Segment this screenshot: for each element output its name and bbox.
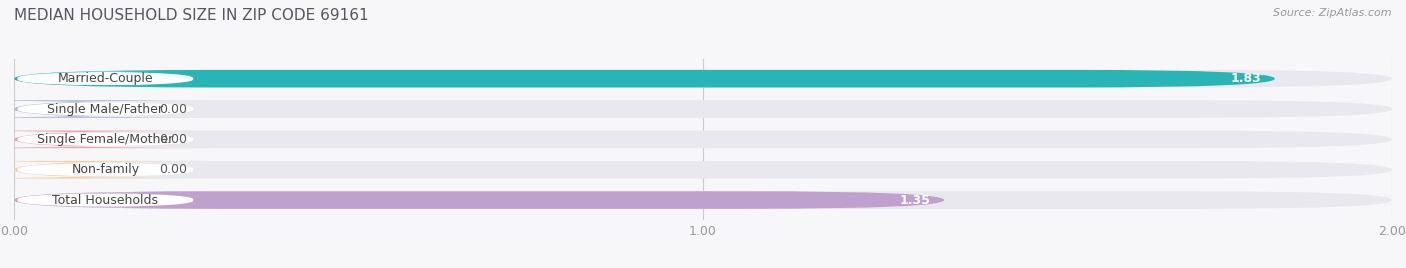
FancyBboxPatch shape (14, 100, 1392, 118)
Text: Single Female/Mother: Single Female/Mother (37, 133, 173, 146)
FancyBboxPatch shape (17, 132, 193, 147)
Text: Married-Couple: Married-Couple (58, 72, 153, 85)
FancyBboxPatch shape (0, 100, 214, 118)
FancyBboxPatch shape (17, 72, 193, 86)
FancyBboxPatch shape (14, 161, 1392, 178)
FancyBboxPatch shape (14, 70, 1275, 87)
FancyBboxPatch shape (14, 131, 1392, 148)
Text: 0.00: 0.00 (159, 133, 187, 146)
FancyBboxPatch shape (17, 102, 193, 116)
Text: Non-family: Non-family (72, 163, 139, 176)
FancyBboxPatch shape (14, 191, 1392, 209)
FancyBboxPatch shape (14, 191, 945, 209)
Text: Single Male/Father: Single Male/Father (48, 103, 163, 116)
FancyBboxPatch shape (0, 131, 214, 148)
FancyBboxPatch shape (14, 70, 1392, 87)
Text: Source: ZipAtlas.com: Source: ZipAtlas.com (1274, 8, 1392, 18)
Text: 1.83: 1.83 (1230, 72, 1261, 85)
Text: 1.35: 1.35 (900, 193, 931, 207)
Text: 0.00: 0.00 (159, 103, 187, 116)
Text: MEDIAN HOUSEHOLD SIZE IN ZIP CODE 69161: MEDIAN HOUSEHOLD SIZE IN ZIP CODE 69161 (14, 8, 368, 23)
Text: 0.00: 0.00 (159, 163, 187, 176)
FancyBboxPatch shape (17, 162, 193, 177)
Text: Total Households: Total Households (52, 193, 159, 207)
FancyBboxPatch shape (0, 161, 214, 178)
FancyBboxPatch shape (17, 193, 193, 207)
